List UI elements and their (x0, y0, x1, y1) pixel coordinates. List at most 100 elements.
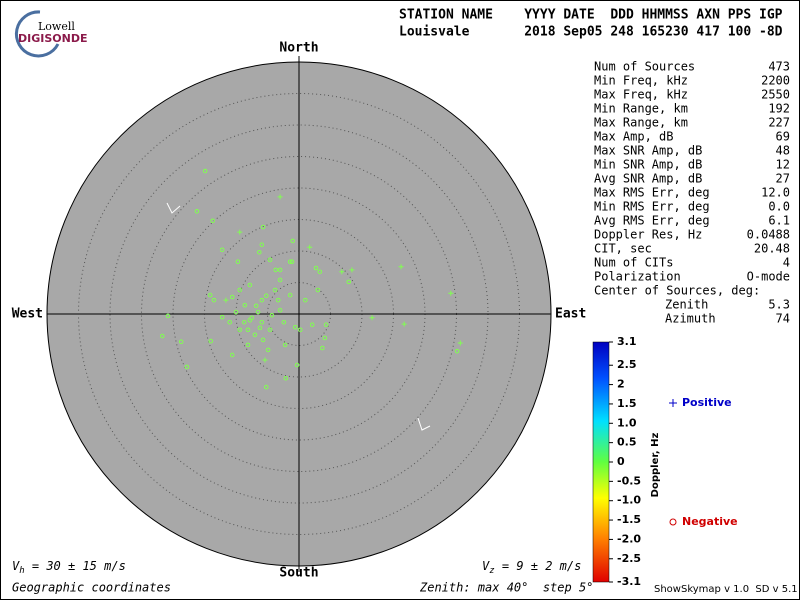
point-negative (219, 314, 225, 320)
point-negative (260, 224, 266, 230)
coords: Geographic coordinates (12, 581, 171, 595)
point-negative (320, 345, 325, 351)
point-negative (227, 319, 232, 325)
stat-value: 0.0 (768, 200, 790, 214)
point-negative (263, 384, 269, 390)
point-negative (208, 338, 214, 344)
stat-value: 5.3 (768, 298, 790, 312)
stat-label: Num of CITs (594, 256, 673, 270)
point-positive (307, 244, 313, 250)
point-positive (457, 340, 463, 346)
point-positive (448, 290, 454, 296)
point-negative (178, 339, 184, 345)
stats: Num of Sources 473 Min Freq, kHz 2200 Max Fr… (594, 60, 790, 326)
version: ShowSkymap v 1.0 SD v 5.1 (654, 584, 798, 595)
stat-label: Min RMS Err, deg (594, 200, 710, 214)
stat-value: 12.0 (761, 186, 790, 200)
point-negative (267, 327, 273, 333)
point-negative (287, 259, 293, 265)
point-positive (277, 194, 283, 200)
point-positive (398, 264, 404, 270)
stat-value: 473 (768, 60, 790, 74)
legend-label: Negative (682, 515, 738, 528)
stat-label: Max Amp, dB (594, 130, 673, 144)
stat-value: 227 (768, 116, 790, 130)
marker-v (417, 417, 431, 431)
point-negative (272, 287, 278, 293)
point-negative (257, 325, 263, 331)
stat-label: CIT, sec (594, 242, 652, 256)
point-negative (317, 269, 323, 275)
point-negative (219, 247, 225, 253)
vh-symbol: V (12, 559, 20, 573)
point-negative (309, 322, 315, 328)
stat-value: 69 (776, 130, 790, 144)
point-positive (237, 229, 243, 235)
colorbar-tick-label: 2 (617, 378, 625, 391)
stat-label: Center of Sources, deg: (594, 284, 760, 298)
stat-label: Max Freq, kHz (594, 88, 688, 102)
south-label: South (279, 566, 318, 581)
point-positive (369, 315, 375, 321)
point-negative (346, 279, 352, 285)
point-negative (267, 257, 273, 263)
colorbar-tick-label: -1.5 (617, 513, 641, 526)
point-negative (259, 242, 265, 247)
point-positive (401, 321, 407, 327)
point-negative (165, 313, 171, 319)
point-negative (263, 293, 269, 299)
stat-label: Max RMS Err, deg (594, 186, 710, 200)
logo-arc (15, 10, 60, 58)
stat-label: Zenith (665, 298, 708, 312)
point-negative (202, 168, 208, 174)
point-negative (241, 319, 247, 325)
stat-label: Avg RMS Err, deg (594, 214, 710, 228)
stat-value: 192 (768, 102, 790, 116)
colorbar-tick-label: 3.1 (617, 335, 637, 348)
stat-value: 0.0488 (747, 228, 790, 242)
legend-label: Positive (682, 396, 732, 409)
colorbar-scale (592, 341, 610, 583)
point-negative (237, 327, 243, 333)
header-values: Louisvale 2018 Sep05 248 165230 417 100 … (399, 25, 783, 40)
point-negative (259, 297, 265, 303)
north-label: North (279, 41, 318, 56)
point-negative (233, 309, 239, 315)
point-negative (242, 302, 248, 308)
vz: Vz = 9 ± 2 m/s (482, 559, 581, 576)
stat-value: 48 (776, 144, 790, 158)
point-negative (269, 312, 275, 318)
point-negative (249, 315, 255, 321)
vz-symbol: V (482, 559, 490, 573)
point-negative (322, 335, 328, 341)
stat-label: Max Range, km (594, 116, 688, 130)
stat-value: 6.1 (768, 214, 790, 228)
colorbar-tick-label: 2.5 (617, 358, 637, 371)
point-negative (323, 322, 329, 328)
point-negative (229, 352, 235, 358)
stat-label: Num of Sources (594, 60, 695, 74)
point-negative (289, 259, 295, 265)
stat-value: 2200 (761, 74, 790, 88)
point-negative (257, 249, 262, 255)
point-positive (223, 297, 229, 303)
stat-label: Polarization (594, 270, 681, 284)
colorbar-tick-label: -0.5 (617, 474, 641, 487)
point-negative (313, 265, 319, 271)
point-negative (252, 332, 258, 338)
point-negative (283, 375, 289, 381)
stat-value: 12 (776, 158, 790, 172)
vz-sub: z (489, 566, 494, 576)
logo-top: Lowell (38, 20, 75, 33)
point-negative (277, 277, 283, 283)
point-negative (245, 327, 251, 333)
point-negative (235, 259, 241, 265)
point-negative (315, 287, 321, 293)
vh-sub: h (19, 566, 24, 576)
point-negative (194, 209, 200, 214)
point-negative (211, 297, 217, 303)
point-negative (273, 267, 278, 273)
stat-label: Max SNR Amp, dB (594, 144, 702, 158)
stat-value: 74 (776, 312, 790, 326)
point-negative (207, 292, 213, 298)
